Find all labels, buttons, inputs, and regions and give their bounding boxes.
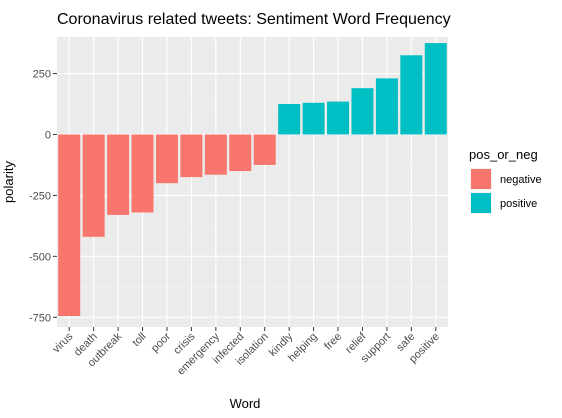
chart-title: Coronavirus related tweets: Sentiment Wo…: [57, 11, 451, 28]
bar-death: [82, 134, 105, 237]
legend-swatch-positive: [471, 193, 491, 213]
bar-positive: [424, 43, 447, 135]
y-tick-label: 0: [45, 129, 51, 141]
legend-label-negative: negative: [500, 174, 542, 186]
bar-kindly: [278, 104, 301, 135]
bar-support: [375, 78, 398, 135]
x-tick-label: virus: [50, 330, 75, 355]
y-tick-label: -500: [29, 251, 51, 263]
y-axis: -750 -500 -250 0 250: [29, 69, 57, 324]
legend: pos_or_neg negative positive: [469, 147, 542, 214]
legend-swatch-negative: [471, 169, 491, 189]
bar-virus: [58, 134, 81, 317]
bar-isolation: [253, 134, 276, 165]
x-tick-label: toll: [130, 331, 148, 349]
bar-outbreak: [107, 134, 130, 215]
bar-toll: [131, 134, 154, 213]
x-tick-label: poor: [149, 330, 173, 354]
x-tick-label: free: [322, 331, 344, 353]
legend-label-positive: positive: [500, 198, 537, 210]
bar-layer: [58, 43, 447, 317]
bar-poor: [155, 134, 178, 184]
legend-title: pos_or_neg: [469, 147, 538, 162]
legend-items: negative positive: [470, 168, 542, 214]
bar-helping: [302, 102, 325, 135]
y-tick-label: -750: [29, 312, 51, 324]
bar-relief: [351, 88, 374, 135]
bar-safe: [400, 55, 423, 135]
y-tick-label: 250: [33, 69, 51, 81]
bar-emergency: [204, 134, 227, 175]
bar-infected: [229, 134, 252, 172]
bar-crisis: [180, 134, 203, 178]
bar-free: [327, 101, 350, 135]
x-axis-title: Word: [230, 396, 261, 411]
y-axis-title: polarity: [1, 161, 16, 203]
y-tick-label: -250: [29, 190, 51, 202]
